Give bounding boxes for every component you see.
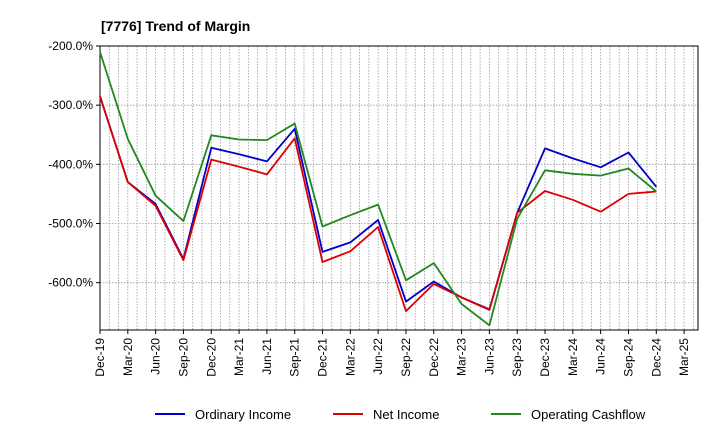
series-line-net-income [99,96,657,313]
y-axis: -200.0% -300.0% -400.0% -500.0% -600.0% [48,39,100,290]
x-tick-label: Jun-22 [371,338,385,375]
series-lines [99,51,657,327]
x-tick-label: Dec-20 [204,338,218,377]
x-tick-label: Dec-21 [316,338,330,377]
y-tick-label: -300.0% [48,98,93,112]
x-tick-label: Dec-24 [649,338,663,377]
x-axis: Dec-19 Mar-20 Jun-20 Sep-20 Dec-20 Mar-21 Jun-… [93,330,691,377]
series-line-operating-cashflow [99,51,657,327]
chart-title: [7776] Trend of Margin [101,18,250,34]
x-tick-label: Jun-20 [149,338,163,375]
x-tick-label: Jun-23 [482,338,496,375]
x-tick-label: Jun-21 [260,338,274,375]
x-tick-label: Sep-21 [288,338,302,377]
x-tick-label: Mar-23 [455,338,469,376]
y-tick-label: -500.0% [48,217,93,231]
legend-label: Net Income [373,407,439,422]
legend-label: Ordinary Income [195,407,291,422]
x-tick-label: Dec-22 [427,338,441,377]
x-tick-label: Sep-20 [176,338,190,377]
y-tick-label: -600.0% [48,276,93,290]
x-tick-label: Mar-25 [677,338,691,376]
series-line-ordinary-income [99,96,657,311]
x-tick-label: Mar-22 [343,338,357,376]
x-tick-label: Jun-24 [594,338,608,375]
y-tick-label: -400.0% [48,157,93,171]
x-tick-label: Sep-24 [621,338,635,377]
legend-label: Operating Cashflow [531,407,646,422]
plot-area [99,45,699,331]
y-tick-label: -200.0% [48,39,93,53]
x-tick-label: Sep-22 [399,338,413,377]
x-tick-label: Sep-23 [510,338,524,377]
x-tick-label: Mar-21 [232,338,246,376]
legend: Ordinary Income Net Income Operating Cashf… [155,407,646,422]
x-tick-label: Mar-24 [566,338,580,376]
x-tick-label: Dec-23 [538,338,552,377]
x-tick-label: Dec-19 [93,338,107,377]
x-tick-label: Mar-20 [121,338,135,376]
